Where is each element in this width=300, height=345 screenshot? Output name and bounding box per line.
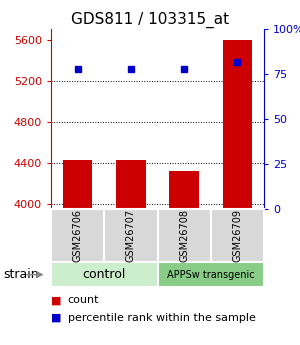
Text: APPSw transgenic: APPSw transgenic: [167, 270, 255, 279]
Bar: [116, 159, 146, 209]
Text: GSM26706: GSM26706: [73, 209, 82, 262]
Text: ■: ■: [51, 313, 62, 323]
Bar: [63, 159, 92, 209]
Text: GDS811 / 103315_at: GDS811 / 103315_at: [71, 12, 229, 28]
Text: GSM26707: GSM26707: [126, 209, 136, 262]
Text: strain: strain: [3, 268, 39, 281]
Text: GSM26709: GSM26709: [232, 209, 242, 262]
Text: GSM26708: GSM26708: [179, 209, 189, 262]
Bar: [169, 171, 199, 209]
Text: percentile rank within the sample: percentile rank within the sample: [68, 313, 255, 323]
Text: control: control: [82, 268, 126, 281]
Bar: [223, 40, 252, 209]
Text: ■: ■: [51, 295, 62, 305]
Text: count: count: [68, 295, 99, 305]
